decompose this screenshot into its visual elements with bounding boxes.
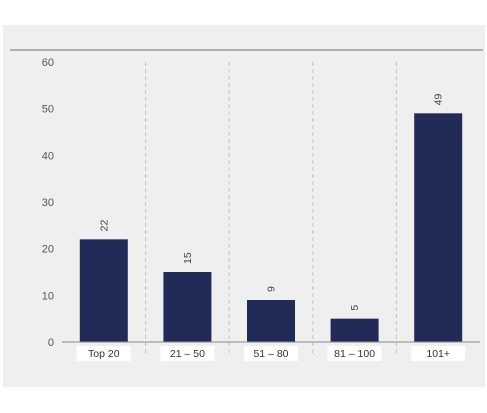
bar bbox=[414, 113, 463, 342]
category-label: 101+ bbox=[426, 348, 450, 360]
category-label-box bbox=[160, 346, 215, 361]
y-tick-label: 40 bbox=[42, 150, 54, 162]
category-label-box bbox=[327, 346, 382, 361]
data-label: 15 bbox=[182, 252, 194, 264]
data-label: 5 bbox=[349, 305, 361, 311]
category-label-box bbox=[76, 346, 131, 361]
y-tick-label: 50 bbox=[42, 104, 54, 116]
bar bbox=[163, 272, 212, 342]
y-tick-label: 20 bbox=[42, 244, 54, 256]
y-tick-label: 10 bbox=[42, 290, 54, 302]
bar bbox=[330, 318, 379, 342]
category-label: 51 – 80 bbox=[253, 348, 288, 360]
data-label: 49 bbox=[433, 93, 445, 105]
category-label-box bbox=[244, 346, 298, 361]
y-tick-label: 30 bbox=[42, 197, 54, 209]
data-label: 9 bbox=[266, 286, 278, 292]
y-tick-label: 0 bbox=[48, 337, 54, 349]
bar bbox=[247, 300, 295, 342]
category-label: 21 – 50 bbox=[170, 348, 205, 360]
data-label: 22 bbox=[98, 219, 110, 231]
bar bbox=[79, 239, 128, 342]
y-tick-label: 60 bbox=[42, 57, 54, 69]
category-label-box bbox=[411, 346, 466, 361]
category-label: 81 – 100 bbox=[334, 348, 375, 360]
category-label: Top 20 bbox=[88, 348, 120, 360]
